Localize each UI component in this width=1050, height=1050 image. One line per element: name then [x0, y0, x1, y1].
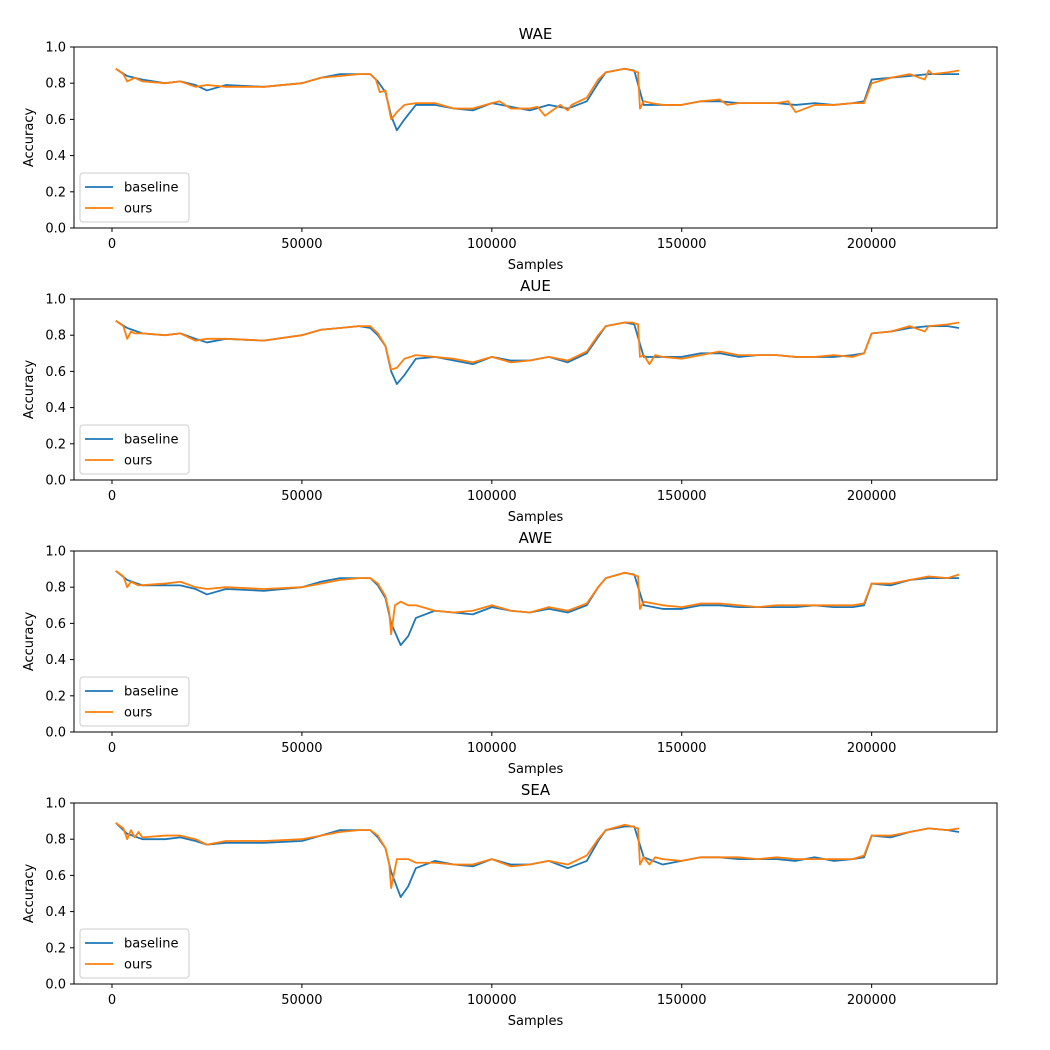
legend-label-ours: ours — [124, 706, 153, 721]
y-tick-label: 0.4 — [45, 149, 66, 164]
x-tick-label: 0 — [108, 237, 116, 252]
legend-box — [79, 424, 190, 475]
series-line-baseline — [115, 570, 960, 647]
y-axis-label: Accuracy — [22, 864, 37, 924]
series-line-baseline — [115, 67, 960, 132]
series-line-baseline — [115, 319, 960, 385]
x-tick-label: 50000 — [281, 741, 322, 756]
y-tick-label: 1.0 — [45, 797, 66, 812]
chart-title: WAE — [519, 25, 553, 43]
x-axis-label: Samples — [508, 510, 564, 525]
plot-frame — [73, 802, 998, 985]
y-tick-label: 0.2 — [45, 185, 66, 200]
x-tick-label: 150000 — [657, 741, 707, 756]
x-tick-label: 0 — [108, 741, 116, 756]
x-tick-label: 150000 — [657, 993, 707, 1008]
y-axis-label: Accuracy — [22, 360, 37, 420]
y-tick-label: 0.6 — [45, 113, 66, 128]
x-tick-label: 200000 — [847, 237, 897, 252]
y-tick-label: 0.4 — [45, 905, 66, 920]
chart-title: AWE — [519, 529, 553, 547]
y-tick-label: 0.8 — [45, 329, 66, 344]
series-line-ours — [115, 319, 960, 371]
x-tick-label: 0 — [108, 993, 116, 1008]
x-tick-label: 100000 — [467, 237, 517, 252]
x-tick-label: 100000 — [467, 993, 517, 1008]
y-tick-label: 0.8 — [45, 77, 66, 92]
x-tick-label: 0 — [108, 489, 116, 504]
y-tick-label: 0.4 — [45, 653, 66, 668]
series-line-ours — [115, 570, 960, 636]
plot-frame — [73, 550, 998, 733]
x-tick-label: 50000 — [281, 489, 322, 504]
y-tick-label: 0.0 — [45, 978, 66, 993]
y-tick-label: 0.6 — [45, 869, 66, 884]
y-tick-label: 0.0 — [45, 726, 66, 741]
x-tick-label: 200000 — [847, 489, 897, 504]
legend-label-baseline: baseline — [124, 685, 178, 700]
panel-aue: AUE 0.0 0.2 0.4 0.6 0.8 1.0 0 50000 100000 150000 2… — [22, 277, 998, 525]
y-tick-label: 0.2 — [45, 689, 66, 704]
x-tick-label: 200000 — [847, 741, 897, 756]
y-axis-label: Accuracy — [22, 108, 37, 168]
x-tick-label: 100000 — [467, 741, 517, 756]
series-line-ours — [115, 822, 960, 889]
y-tick-label: 0.2 — [45, 437, 66, 452]
plot-frame — [73, 46, 998, 229]
y-tick-label: 1.0 — [45, 293, 66, 308]
panel-sea: SEA 0.0 0.2 0.4 0.6 0.8 1.0 0 50000 100000 150000 2… — [22, 781, 998, 1029]
series-line-ours — [115, 67, 960, 121]
x-tick-label: 200000 — [847, 993, 897, 1008]
legend-box — [79, 172, 190, 223]
legend: baseline ours — [79, 424, 190, 475]
legend-label-baseline: baseline — [124, 433, 178, 448]
panel-awe: AWE 0.0 0.2 0.4 0.6 0.8 1.0 0 50000 100000 150000 2… — [22, 529, 998, 777]
y-axis-label: Accuracy — [22, 612, 37, 672]
y-tick-label: 0.2 — [45, 941, 66, 956]
plot-frame — [73, 298, 998, 481]
x-axis-label: Samples — [508, 762, 564, 777]
x-axis-label: Samples — [508, 1014, 564, 1029]
x-tick-label: 50000 — [281, 237, 322, 252]
legend-label-ours: ours — [124, 958, 153, 973]
legend-box — [79, 928, 190, 979]
y-tick-label: 0.6 — [45, 365, 66, 380]
legend-box — [79, 676, 190, 727]
legend: baseline ours — [79, 928, 190, 979]
y-tick-label: 0.0 — [45, 222, 66, 237]
legend-label-ours: ours — [124, 454, 153, 469]
legend: baseline ours — [79, 172, 190, 223]
x-tick-label: 150000 — [657, 489, 707, 504]
chart-title: AUE — [520, 277, 551, 295]
y-tick-label: 0.8 — [45, 833, 66, 848]
series-line-baseline — [115, 822, 960, 899]
legend-label-baseline: baseline — [124, 181, 178, 196]
legend-label-baseline: baseline — [124, 937, 178, 952]
y-tick-label: 1.0 — [45, 41, 66, 56]
panel-wae: WAE 0.0 0.2 0.4 0.6 0.8 1.0 0 50000 100000 150000 2… — [22, 25, 998, 273]
y-tick-label: 0.0 — [45, 474, 66, 489]
y-tick-label: 0.6 — [45, 617, 66, 632]
x-tick-label: 150000 — [657, 237, 707, 252]
x-tick-label: 100000 — [467, 489, 517, 504]
chart-title: SEA — [521, 781, 551, 799]
legend-label-ours: ours — [124, 202, 153, 217]
y-tick-label: 0.4 — [45, 401, 66, 416]
legend: baseline ours — [79, 676, 190, 727]
x-tick-label: 50000 — [281, 993, 322, 1008]
y-tick-label: 1.0 — [45, 545, 66, 560]
x-axis-label: Samples — [508, 258, 564, 273]
y-tick-label: 0.8 — [45, 581, 66, 596]
